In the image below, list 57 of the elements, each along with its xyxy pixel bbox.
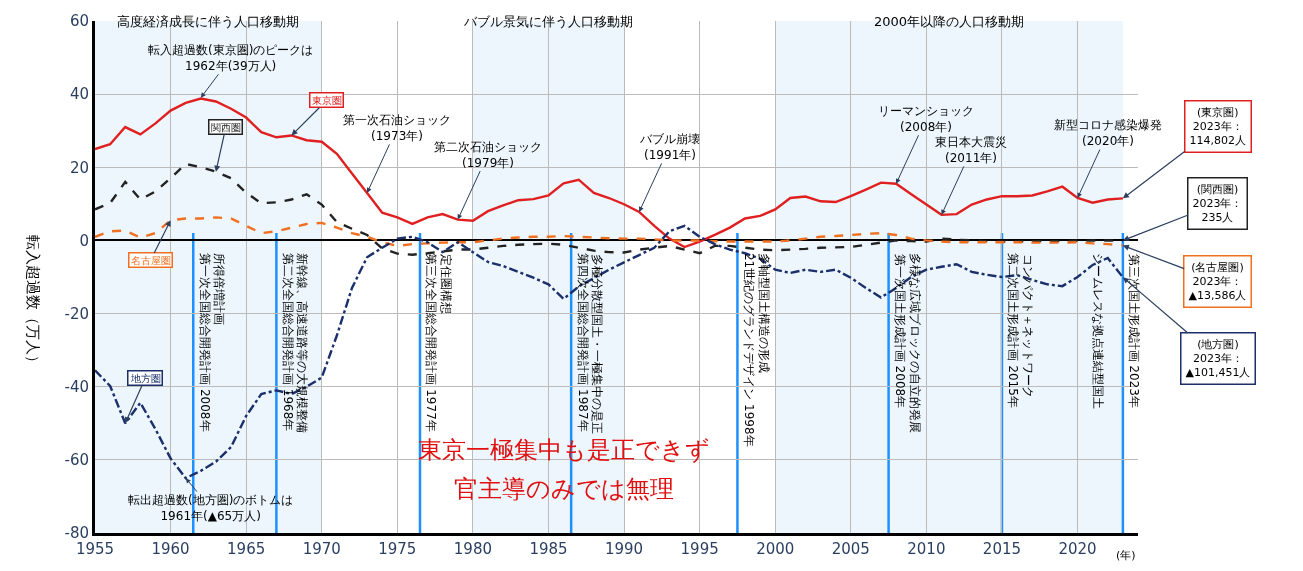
annotation: バブル崩壊 (1991年) [639, 132, 700, 162]
y-tick-label: -60 [64, 451, 89, 470]
y-tick-label: -40 [64, 377, 89, 396]
x-tick-label: 1965 [227, 540, 266, 558]
annotation: 新幹線、高速道路等の大規模整備 [295, 253, 310, 434]
annotation: リーマンショック (2008年) [878, 104, 974, 134]
annotation: 多軸型国土構造の形成 [756, 253, 771, 374]
annotation: 多様な広域ブロックの自立的発展 [907, 253, 922, 434]
band-label: 2000年以降の人口移動期 [874, 14, 1025, 29]
annotation: シームレスな拠点連結型国土 [1090, 253, 1105, 410]
annotation: 多極分散型国土・一極集中の是正 [590, 253, 605, 434]
y-tick-label: 0 [79, 231, 89, 250]
annotation: (名古屋圏) 2023年： ▲13,586人 [1188, 260, 1247, 303]
x-tick-label: 1985 [529, 540, 568, 558]
annotation: 転入超過数(東京圏)のピークは 1962年(39万人) [148, 43, 314, 73]
ref-line-label: 第一次国土形成計画 2008年 [892, 253, 907, 409]
x-tick-label: 1990 [604, 540, 644, 558]
ref-line-label: 第二次国土形成計画 2015年 [1006, 253, 1021, 408]
annotation: 第二次石油ショック (1979年) [434, 140, 542, 170]
ref-line-label: 第三次全国総合開発計画 1977年 [424, 253, 439, 432]
annotation: 東日本大震災 (2011年) [935, 135, 1007, 165]
x-tick-label: 1960 [151, 540, 190, 558]
text: 東京圏 [311, 94, 342, 106]
ref-line-label: 第三次国土形成計画 2023年 [1127, 253, 1142, 408]
annotation: (東京圏) 2023年： 114,802人 [1189, 105, 1246, 148]
ref-line-label: 21世紀のグランドデザイン 1998年 [741, 252, 756, 447]
band-label: バブル景気に伴う人口移動期 [463, 14, 633, 29]
x-axis-title: (年) [1116, 549, 1136, 562]
y-tick-label: -80 [64, 524, 89, 543]
x-tick-label: 1955 [75, 540, 115, 558]
y-tick-label: 20 [69, 158, 89, 177]
y-tick-label: 60 [69, 12, 89, 31]
ref-line-label: 第二次全国総合開発計画 1968年 [280, 253, 295, 432]
text: 関西圏 [210, 121, 241, 133]
annotation: (地方圏) 2023年： ▲101,451人 [1185, 337, 1251, 380]
ref-line-label: 第一次全国総合開発計画 2008年 [197, 253, 212, 432]
annotation: コンパクト＋ネットワーク [1021, 253, 1036, 398]
x-tick-label: 2000 [756, 540, 795, 558]
annotation: (関西圏) 2023年： 235人 [1192, 182, 1243, 225]
x-tick-label: 2020 [1058, 540, 1097, 558]
series-label: 名古屋圏 [130, 254, 171, 266]
annotation: 定住圏構想 [439, 253, 454, 314]
ref-line-label: 第四次全国総合開発計画 1987年 [575, 253, 590, 432]
x-tick-label: 2010 [907, 540, 946, 558]
y-axis-title: 転入超過数（万人） [23, 234, 42, 370]
band-label: 高度経済成長に伴う人口移動期 [117, 14, 299, 29]
y-tick-label: 40 [69, 85, 89, 104]
annotation: 所得倍増計画 [212, 253, 227, 326]
series-label: 地方圏 [129, 372, 161, 384]
x-tick-label: 1970 [302, 540, 341, 558]
x-tick-label: 1980 [453, 540, 492, 558]
x-tick-label: 2005 [831, 540, 870, 558]
x-tick-label: 1995 [680, 540, 719, 558]
x-tick-label: 1975 [378, 540, 417, 558]
x-tick-label: 2015 [982, 540, 1022, 558]
annotation: 新型コロナ感染爆発 (2020年) [1054, 118, 1162, 148]
y-tick-label: -20 [64, 304, 89, 323]
